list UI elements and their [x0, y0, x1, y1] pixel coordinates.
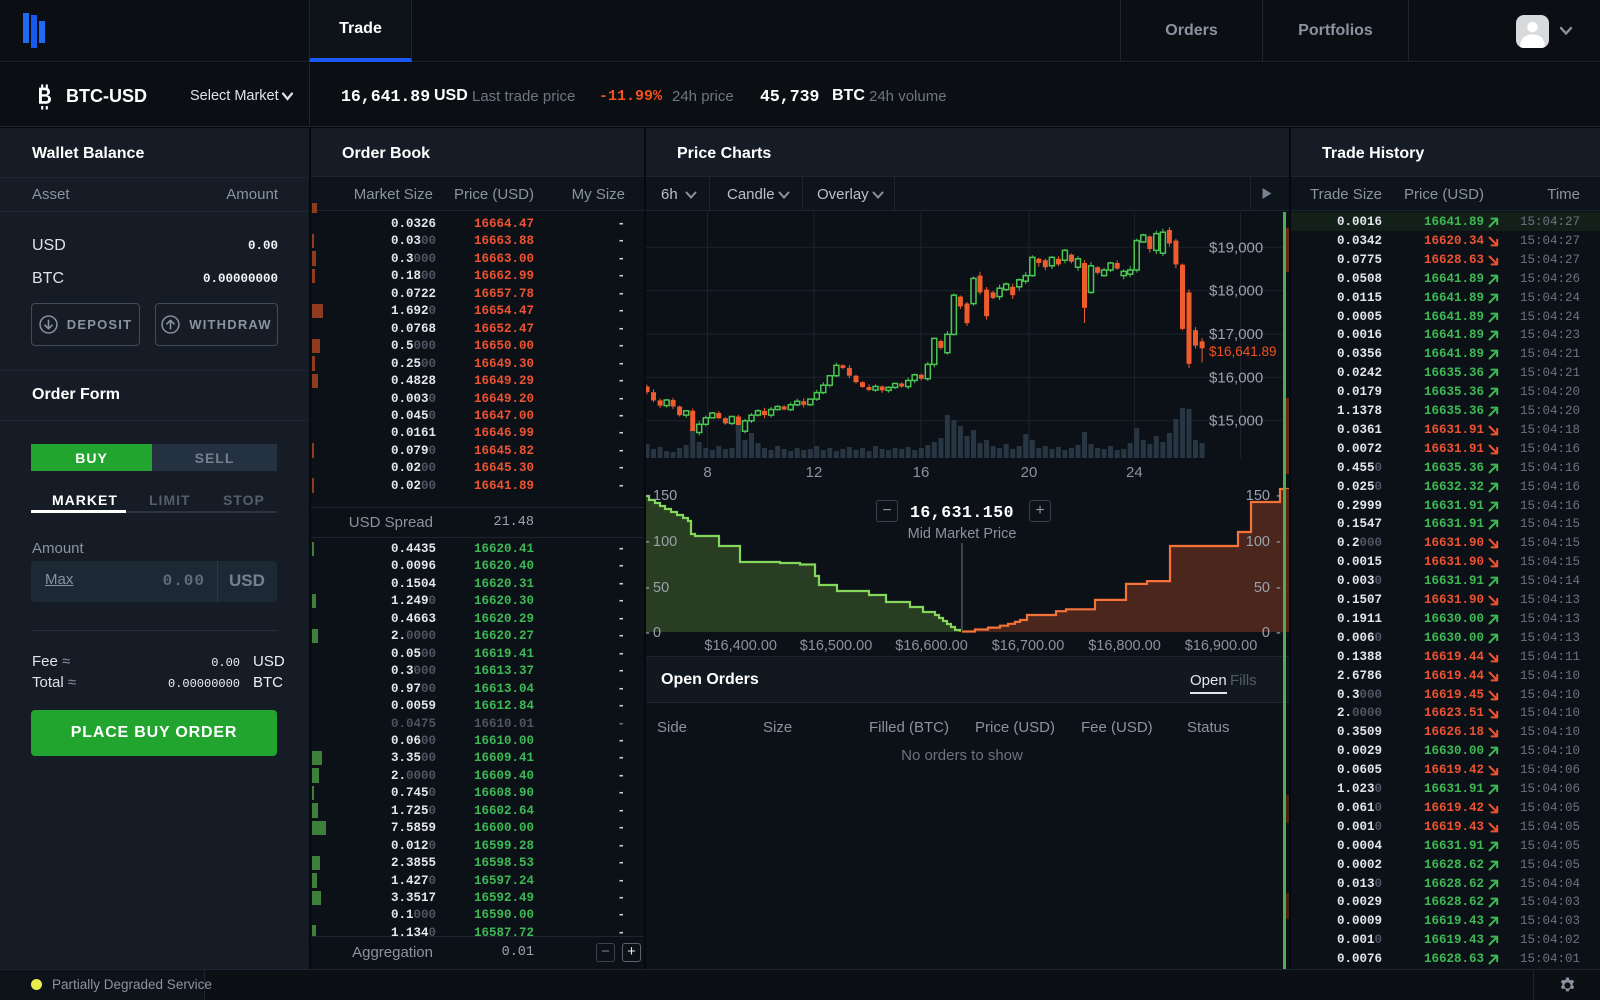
svg-text:100: 100	[653, 534, 677, 550]
svg-text:-: -	[646, 580, 650, 596]
svg-text:$16,700.00: $16,700.00	[992, 638, 1065, 654]
svg-text:$16,000: $16,000	[1209, 369, 1263, 386]
svg-text:$16,641.89: $16,641.89	[1209, 344, 1277, 359]
svg-text:$18,000: $18,000	[1209, 283, 1263, 300]
svg-text:-: -	[1276, 534, 1281, 550]
svg-text:$16,900.00: $16,900.00	[1185, 638, 1258, 654]
svg-text:$16,600.00: $16,600.00	[895, 638, 968, 654]
svg-text:$16,800.00: $16,800.00	[1088, 638, 1161, 654]
svg-text:100: 100	[1246, 534, 1270, 550]
svg-text:0: 0	[1262, 625, 1270, 641]
svg-text:$15,000: $15,000	[1209, 413, 1263, 430]
svg-text:-: -	[646, 625, 650, 641]
svg-text:150: 150	[653, 488, 677, 504]
svg-text:-: -	[1276, 625, 1281, 641]
svg-text:$17,000: $17,000	[1209, 326, 1263, 343]
svg-text:-: -	[646, 534, 650, 550]
svg-text:20: 20	[1021, 464, 1038, 481]
svg-text:$16,400.00: $16,400.00	[704, 638, 777, 654]
svg-text:150: 150	[1246, 488, 1270, 504]
svg-text:24: 24	[1126, 464, 1143, 481]
svg-text:$16,500.00: $16,500.00	[800, 638, 873, 654]
svg-text:50: 50	[653, 580, 669, 596]
svg-text:-: -	[1276, 488, 1281, 504]
svg-text:$19,000: $19,000	[1209, 239, 1263, 256]
svg-text:50: 50	[1254, 580, 1270, 596]
svg-text:8: 8	[703, 464, 711, 481]
svg-text:0: 0	[653, 625, 661, 641]
svg-text:12: 12	[806, 464, 823, 481]
svg-text:-: -	[1276, 580, 1281, 596]
svg-text:-: -	[646, 488, 650, 504]
svg-text:16: 16	[913, 464, 930, 481]
